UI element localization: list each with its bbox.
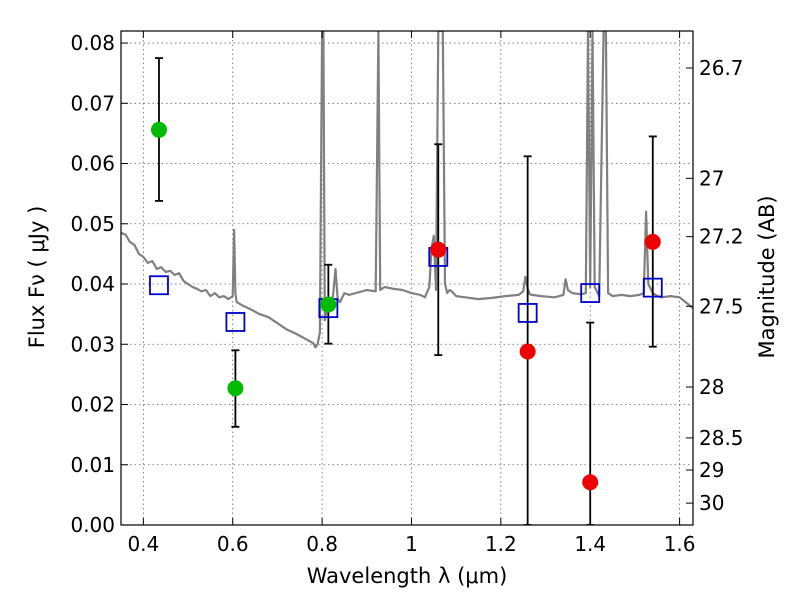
- x-tick-label: 1.6: [664, 532, 696, 556]
- magnitude-tick-label: 27.5: [699, 294, 744, 318]
- model-photometry-marker: [149, 275, 169, 296]
- low-significance-marker: [430, 241, 447, 258]
- low-significance-marker: [582, 474, 599, 491]
- y-tick-label: 0.00: [70, 513, 115, 537]
- magnitude-tick-label: 30: [699, 491, 724, 515]
- model-photometry-marker: [642, 277, 663, 298]
- data-markers: [149, 121, 663, 491]
- x-tick-label: 0.4: [127, 532, 159, 556]
- plot-frame: [120, 30, 694, 526]
- x-tick-label: 1.4: [574, 532, 606, 556]
- model-photometry-marker: [225, 312, 246, 332]
- low-significance-marker: [519, 343, 536, 360]
- detections-marker: [150, 121, 167, 138]
- spectrum-line: [121, 31, 693, 349]
- magnitude-tick-label: 29: [699, 458, 724, 482]
- y-tick-label: 0.04: [70, 272, 115, 296]
- y-tick-label: 0.07: [70, 91, 115, 115]
- magnitude-tick-label: 27.2: [699, 225, 744, 249]
- y-tick-label: 0.01: [70, 453, 115, 477]
- detections-marker: [320, 296, 337, 313]
- magnitude-tick-label: 26.7: [699, 56, 744, 80]
- detections-marker: [227, 380, 244, 397]
- low-significance-marker: [644, 233, 661, 250]
- y-axis-label: Flux Fν ( μJy ): [25, 206, 49, 349]
- y-tick-label: 0.03: [70, 332, 115, 356]
- magnitude-axis-label: Magnitude (AB): [755, 195, 779, 358]
- x-tick-label: 0.6: [217, 532, 249, 556]
- y-tick-label: 0.06: [70, 152, 115, 176]
- spectrum-layer: [121, 31, 693, 349]
- y-tick-label: 0.05: [70, 212, 115, 236]
- x-tick-label: 0.8: [306, 532, 338, 556]
- magnitude-tick-label: 28.5: [699, 426, 744, 450]
- model-photometry-marker: [517, 303, 538, 323]
- y-tick-label: 0.02: [70, 393, 115, 417]
- plot-background: [121, 31, 693, 525]
- magnitude-axis-ticks: 26.7 27 27.2 27.5 28 28.5 29 30: [686, 56, 744, 515]
- x-axis-ticks: 0.4 0.6 0.8 1 1.2 1.4 1.6: [127, 31, 696, 556]
- x-tick-label: 1.2: [485, 532, 517, 556]
- magnitude-tick-label: 27: [699, 166, 724, 190]
- model-photometry-marker: [580, 283, 601, 303]
- magnitude-tick-label: 28: [699, 375, 724, 399]
- x-tick-label: 1: [405, 532, 418, 556]
- x-axis-label: Wavelength λ (μm): [307, 564, 508, 588]
- y-axis-ticks: 0.00 0.01 0.02 0.03 0.04 0.05 0.06 0.07 0.08: [70, 31, 128, 537]
- y-tick-label: 0.08: [70, 31, 115, 55]
